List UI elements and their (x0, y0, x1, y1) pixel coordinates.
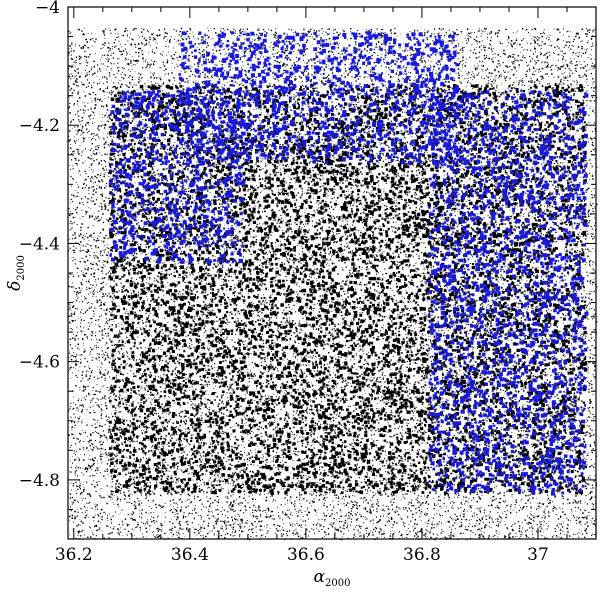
plot-frame (67, 6, 597, 540)
scatter-points-region-0 (178, 31, 460, 165)
x-tick-label: 36.4 (171, 545, 209, 565)
y-tick-label: −4 (35, 0, 60, 18)
y-axis-label-symbol: δ (5, 281, 25, 291)
y-tick-label: −4.4 (19, 234, 60, 254)
data-points (68, 27, 598, 541)
y-axis-label: δ2000 (5, 255, 27, 291)
x-axis-label-subscript: 2000 (325, 578, 350, 589)
x-tick-label: 37 (527, 545, 549, 565)
scatter-points-region-2 (427, 89, 589, 496)
x-tick-label: 36.2 (55, 545, 93, 565)
y-axis-label-subscript: 2000 (16, 255, 27, 280)
axis-ticks (68, 6, 597, 540)
y-tick-label: −4.6 (19, 353, 60, 373)
y-tick-label: −4.2 (19, 116, 60, 136)
x-axis-label: α2000 (314, 567, 351, 589)
x-tick-labels: 36.2 36.4 36.6 36.8 37 (55, 545, 549, 565)
x-tick-label: 36.8 (403, 545, 441, 565)
x-tick-label: 36.6 (287, 545, 325, 565)
y-tick-label: −4.8 (19, 471, 60, 491)
x-axis-label-symbol: α (314, 567, 326, 587)
scatter-points-region-1 (108, 89, 246, 265)
y-tick-labels: −4 −4.2 −4.4 −4.6 −4.8 (19, 0, 60, 491)
